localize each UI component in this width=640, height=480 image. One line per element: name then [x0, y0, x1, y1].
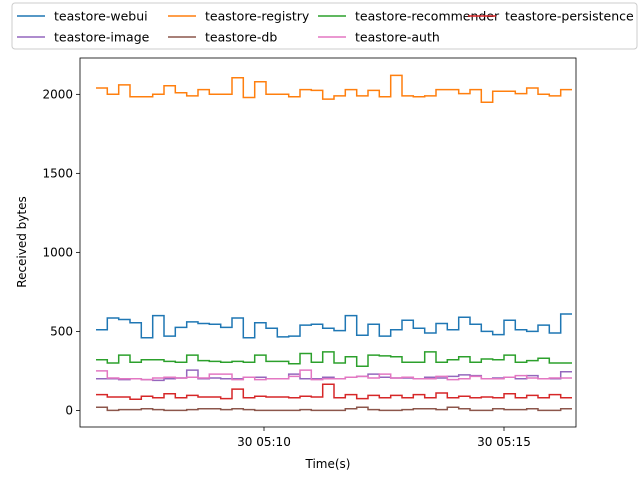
- legend-label: teastore-image: [54, 30, 150, 45]
- y-tick-label: 500: [50, 324, 73, 338]
- series-line-teastore-persistence: [96, 383, 572, 401]
- y-axis-label: Received bytes: [15, 196, 29, 287]
- y-tick-label: 1000: [42, 245, 73, 259]
- legend-label: teastore-recommender: [355, 9, 500, 24]
- series-line-teastore-registry: [96, 74, 572, 103]
- legend-label: teastore-webui: [54, 9, 148, 24]
- x-ticks: 30 05:10 30 05:15: [237, 427, 531, 449]
- legend-label: teastore-persistence: [505, 9, 634, 24]
- x-axis-label: Time(s): [305, 457, 351, 471]
- series-line-teastore-auth: [96, 369, 572, 381]
- series-line-teastore-recommender: [96, 351, 572, 367]
- legend-label: teastore-auth: [355, 30, 440, 45]
- plot-frame: [79, 57, 577, 428]
- legend: teastore-webui teastore-registry teastore-…: [11, 2, 638, 50]
- x-tick-label: 30 05:10: [237, 435, 291, 449]
- x-tick-label: 30 05:15: [477, 435, 531, 449]
- y-tick-label: 2000: [42, 87, 73, 101]
- y-ticks: 0 500 1000 1500 2000: [42, 87, 80, 417]
- legend-label: teastore-db: [205, 30, 277, 45]
- plot-series: [96, 74, 572, 412]
- series-line-teastore-db: [96, 406, 572, 412]
- series-line-teastore-webui: [96, 313, 572, 339]
- y-tick-label: 0: [65, 403, 73, 417]
- y-tick-label: 1500: [42, 166, 73, 180]
- legend-label: teastore-registry: [205, 9, 310, 24]
